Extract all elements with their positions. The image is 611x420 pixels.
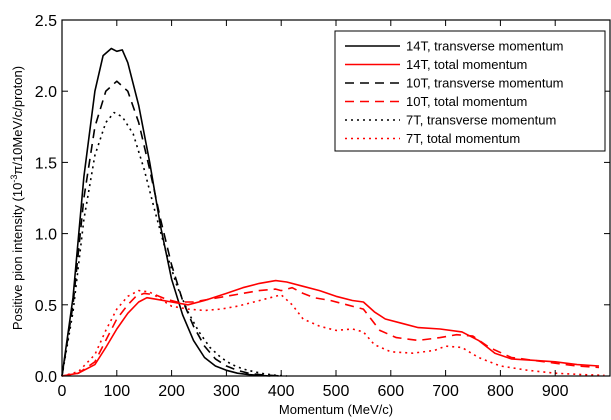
x-tick-label: 600 [377,383,404,400]
y-tick-label: 1.5 [35,155,57,172]
legend-label-0: 14T, transverse momentum [406,39,564,54]
y-axis-title-main: Positive pion intensity (10 [10,183,25,330]
x-tick-labels: 0 100 200 300 400 500 600 700 800 900 [58,383,569,400]
y-tick-label: 0.5 [35,298,57,315]
legend-label-1: 14T, total momentum [406,57,527,72]
legend-label-3: 10T, total momentum [406,94,527,109]
legend-label-4: 7T, transverse momentum [406,113,556,128]
x-tick-label: 700 [432,383,459,400]
series-line-4 [61,111,287,377]
legend-items: 14T, transverse momentum 14T, total momen… [345,39,564,146]
y-tick-labels: 0.0 0.5 1.0 1.5 2.0 2.5 [35,13,57,386]
x-tick-label: 0 [58,383,67,400]
y-axis-title-sup: -3 [9,175,19,183]
legend-box [334,30,606,152]
series-line-3 [61,286,600,377]
x-tick-label: 900 [542,383,569,400]
y-tick-label: 1.0 [35,227,57,244]
legend-label-5: 7T, total momentum [406,131,520,146]
y-tick-label: 0.0 [35,369,57,386]
legend: 14T, transverse momentum 14T, total momen… [334,30,606,152]
x-axis-title: Momentum (MeV/c) [279,402,393,417]
x-tick-label: 200 [158,383,185,400]
y-tick-label: 2.0 [35,84,57,101]
y-axis-title: Positive pion intensity (10-3π/10MeV/c/p… [9,66,25,330]
y-axis-title-rest: π/10MeV/c/proton) [10,66,25,175]
x-tick-label: 300 [213,383,240,400]
x-tick-label: 400 [268,383,295,400]
x-tick-label: 100 [103,383,130,400]
legend-label-2: 10T, transverse momentum [406,76,564,91]
series-layer [61,47,605,377]
y-tick-label: 2.5 [35,13,57,30]
series-line-2 [61,80,282,377]
x-tick-label: 800 [487,383,514,400]
x-tick-label: 500 [323,383,350,400]
